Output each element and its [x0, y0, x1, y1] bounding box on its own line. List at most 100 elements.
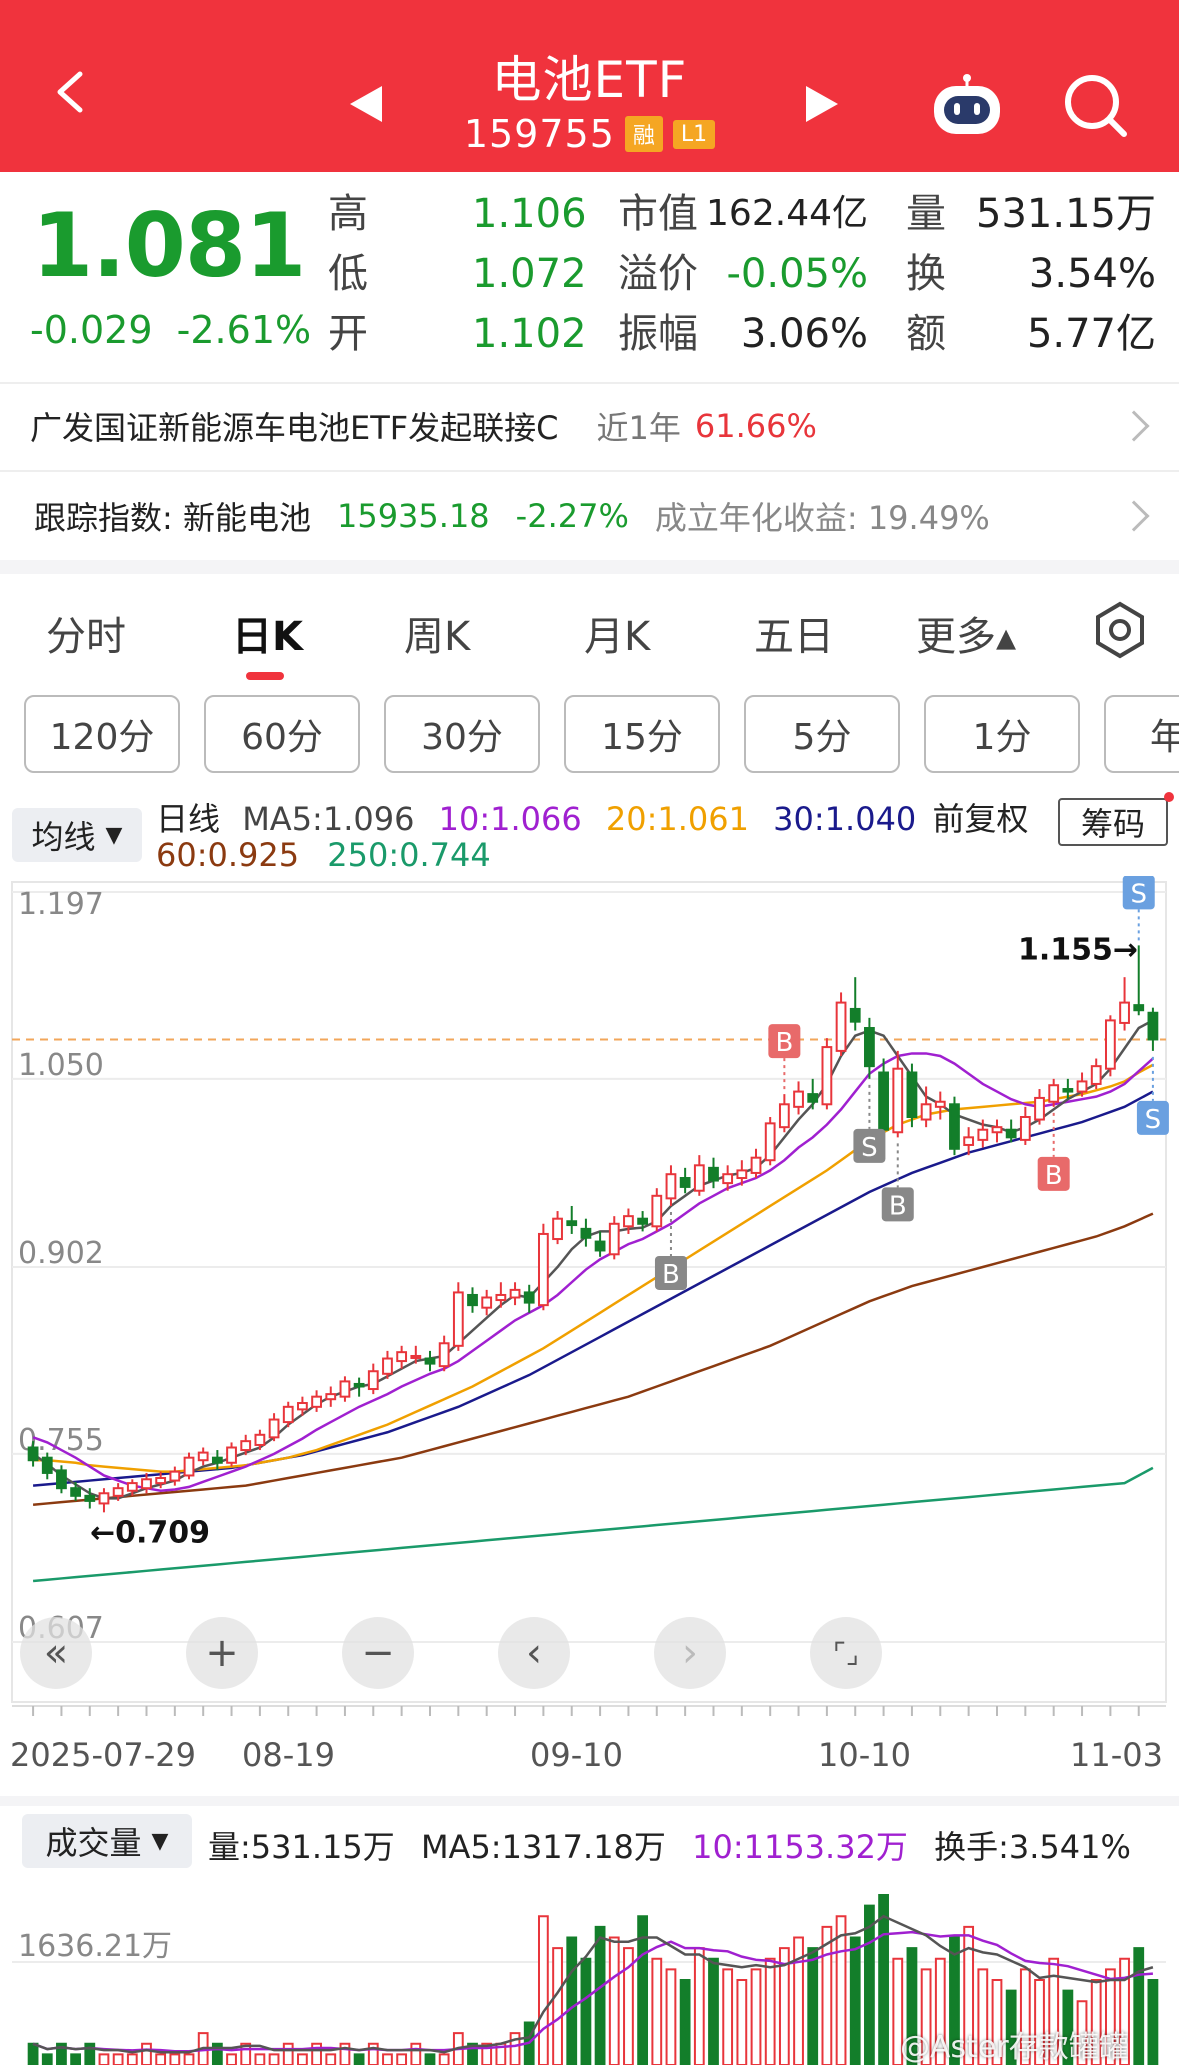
indicator-selector[interactable]: 成交量 ▼ — [22, 1814, 192, 1868]
tab-five-day[interactable]: 五日 — [754, 614, 834, 660]
change-percent: -2.61% — [176, 308, 312, 352]
period-30min-button[interactable]: 30分 — [384, 695, 540, 773]
chart-settings-icon[interactable] — [1090, 600, 1150, 660]
tab-more[interactable]: 更多▴ — [916, 614, 1017, 660]
candle-body — [693, 1164, 705, 1192]
volume-bar — [679, 1979, 691, 2065]
prev-stock-icon[interactable] — [350, 86, 382, 122]
volume-bar — [141, 2042, 152, 2065]
volume-bar — [467, 2042, 478, 2065]
signal-label: B — [1045, 1161, 1063, 1191]
volume-bar — [339, 2042, 351, 2065]
period-60min-button[interactable]: 60分 — [204, 695, 360, 773]
candle-body — [708, 1166, 719, 1182]
period-low-label: ←0.709 — [90, 1515, 210, 1550]
volume-bar — [56, 2042, 67, 2065]
period-year-button[interactable]: 年 — [1104, 695, 1179, 773]
candle-body — [282, 1405, 294, 1424]
volume-bar — [807, 1947, 819, 2065]
fullscreen-button[interactable]: ⌜⌟ — [810, 1617, 882, 1689]
candle-body — [27, 1446, 39, 1462]
tab-monthly-k[interactable]: 月K — [584, 614, 651, 660]
tab-daily-k[interactable]: 日K — [232, 614, 303, 660]
candle-body — [835, 1001, 847, 1052]
volume-bar — [27, 2042, 39, 2065]
volume-bar — [1034, 1979, 1045, 2065]
chevron-right-icon — [1118, 410, 1150, 442]
kline-chart[interactable]: 1.1971.0500.9020.7550.607BSBBBSS1.155→←0… — [0, 876, 1179, 1718]
search-icon[interactable] — [1060, 70, 1130, 140]
candle-body — [325, 1393, 337, 1401]
quote-label: 高 — [328, 191, 368, 237]
active-tab-indicator — [246, 672, 284, 680]
volume-bar — [708, 1957, 719, 2065]
period-5min-button[interactable]: 5分 — [744, 695, 900, 773]
candle-body — [112, 1487, 124, 1497]
y-tick-label: 1636.21万 — [18, 1929, 172, 1964]
volume-ma10: 10:1153.32万 — [692, 1828, 908, 1866]
y-tick-label: 1.197 — [18, 887, 104, 922]
volume-chart[interactable]: 1636.21万 — [0, 1880, 1179, 2065]
scroll-start-button[interactable]: « — [20, 1617, 92, 1689]
volume-bar — [84, 2042, 96, 2065]
volume-current: 量:531.15万 — [208, 1828, 395, 1866]
candle-body — [509, 1288, 521, 1299]
quote-col-values-3: 531.15万 3.54% 5.77亿 — [960, 184, 1156, 364]
volume-bar — [424, 2053, 436, 2065]
volume-bar — [311, 2042, 322, 2065]
candle-body — [297, 1402, 308, 1411]
candle-body — [339, 1380, 351, 1398]
signal-badge — [881, 1187, 914, 1222]
low-value: 1.072 — [472, 251, 587, 297]
zoom-in-button[interactable]: + — [186, 1617, 258, 1689]
amount-value: 5.77亿 — [1026, 311, 1156, 357]
signal-badge — [1037, 1156, 1070, 1191]
back-arrow-icon[interactable] — [50, 70, 94, 114]
volume-bar — [750, 1968, 762, 2065]
candle-body — [126, 1482, 138, 1492]
x-tick-label: 2025-07-29 — [10, 1736, 196, 1774]
signal-badge — [768, 1024, 801, 1059]
signal-label: S — [861, 1133, 878, 1163]
period-120min-button[interactable]: 120分 — [24, 695, 180, 773]
volume-bar — [537, 1915, 549, 2065]
period-15min-button[interactable]: 15分 — [564, 695, 720, 773]
ma20-legend: 20:1.061 — [605, 800, 749, 838]
candle-body — [481, 1296, 493, 1309]
zoom-out-button[interactable]: − — [342, 1617, 414, 1689]
chip-distribution-button[interactable]: 筹码 — [1058, 798, 1168, 846]
robot-assistant-icon[interactable] — [930, 72, 1004, 136]
volume-bar — [396, 2053, 408, 2065]
level-tag: L1 — [672, 119, 716, 149]
volume-bar — [764, 1957, 776, 2065]
candle-body — [56, 1469, 67, 1490]
volume-bar — [481, 2042, 493, 2065]
linked-fund-row[interactable]: 广发国证新能源车电池ETF发起联接C 近1年 61.66% — [0, 382, 1179, 470]
open-value: 1.102 — [472, 311, 587, 357]
candle-body — [424, 1357, 436, 1365]
ma5-legend: MA5:1.096 — [242, 800, 415, 838]
signal-label: S — [1130, 879, 1147, 909]
quote-label: 溢价 — [618, 251, 698, 297]
volume-bar — [552, 1947, 563, 2065]
tab-intraday[interactable]: 分时 — [46, 614, 126, 660]
tab-weekly-k[interactable]: 周K — [404, 614, 471, 660]
period-1min-button[interactable]: 1分 — [924, 695, 1080, 773]
volume-bar — [240, 2042, 252, 2065]
scroll-left-button[interactable]: ‹ — [498, 1617, 570, 1689]
divider — [0, 470, 1179, 472]
candle-body — [1119, 1001, 1130, 1024]
volume-bar — [155, 2053, 167, 2065]
scroll-right-button[interactable]: › — [654, 1617, 726, 1689]
tracking-index-row[interactable]: 跟踪指数: 新能电池 15935.18 -2.27% 成立年化收益: 19.49… — [0, 472, 1179, 560]
signal-badge — [654, 1255, 687, 1290]
quote-label: 低 — [328, 251, 368, 297]
fq-label[interactable]: 前复权 — [932, 800, 1029, 838]
volume-bar — [651, 1957, 663, 2065]
section-gap — [0, 1796, 1179, 1806]
volume-bar — [1005, 1989, 1017, 2065]
stock-title: 电池ETF — [491, 51, 688, 109]
ma-selector[interactable]: 均线 ▼ — [12, 808, 142, 862]
volume-bar — [1119, 1957, 1130, 2065]
next-stock-icon[interactable] — [806, 86, 838, 122]
